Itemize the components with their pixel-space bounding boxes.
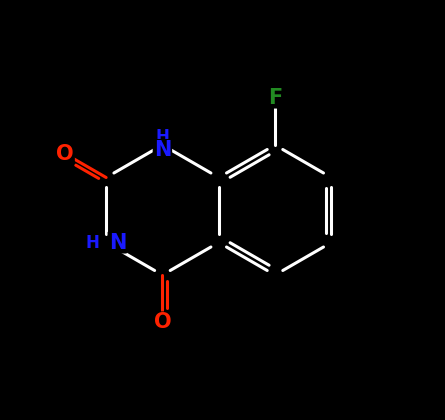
Text: H: H: [86, 234, 100, 252]
Text: H: H: [155, 128, 170, 146]
Text: O: O: [56, 144, 74, 164]
Text: F: F: [268, 87, 282, 108]
Text: O: O: [154, 312, 171, 333]
Text: N: N: [109, 233, 126, 252]
Text: N: N: [154, 140, 171, 160]
